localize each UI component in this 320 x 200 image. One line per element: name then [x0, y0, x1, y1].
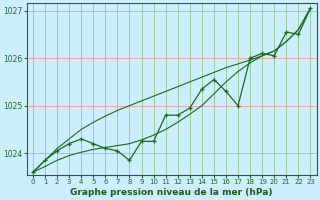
- X-axis label: Graphe pression niveau de la mer (hPa): Graphe pression niveau de la mer (hPa): [70, 188, 273, 197]
